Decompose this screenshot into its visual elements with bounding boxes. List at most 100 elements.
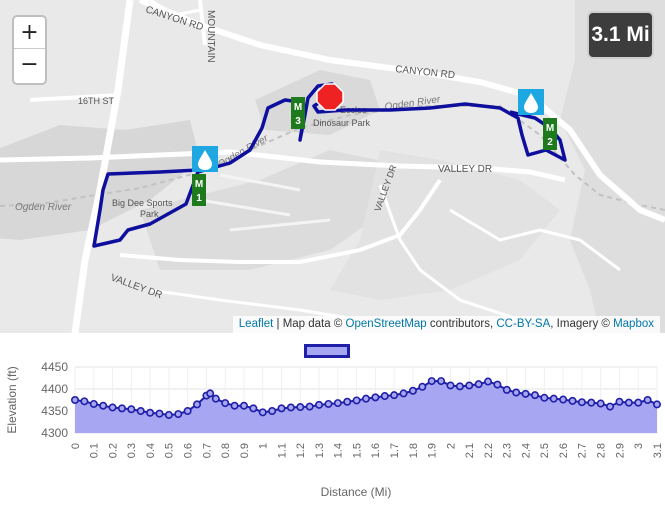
elevation-point <box>155 409 164 418</box>
elevation-point <box>146 408 155 417</box>
elevation-point <box>390 391 399 400</box>
legend-swatch[interactable] <box>304 344 350 358</box>
elevation-point <box>521 389 530 398</box>
basemap-tiles: CANYON RD MOUNTAIN CANYON RD Ogden River… <box>0 0 665 333</box>
x-tick-label: 2.8 <box>596 443 608 458</box>
elevation-area <box>75 381 657 433</box>
north-street <box>149 0 201 17</box>
valley-drive-road <box>0 149 566 183</box>
mapbox-link[interactable]: Mapbox <box>613 318 654 330</box>
elevation-point <box>577 398 586 407</box>
svg-text:M: M <box>546 123 554 134</box>
elevation-point <box>333 399 342 408</box>
cc-by-sa-link[interactable]: CC-BY-SA <box>496 318 551 330</box>
label-ogden-river-left: Ogden River <box>15 202 72 213</box>
elevation-point <box>446 381 455 390</box>
water-drop-icon[interactable] <box>192 146 218 172</box>
x-tick-label: 1.2 <box>295 443 307 458</box>
x-tick-label: 0.9 <box>239 443 251 458</box>
elevation-point <box>71 395 80 404</box>
x-tick-label: 0.5 <box>164 443 176 458</box>
map-view[interactable]: CANYON RD MOUNTAIN CANYON RD Ogden River… <box>0 0 665 333</box>
elevation-point <box>296 403 305 412</box>
elevation-chart-svg: 4300 4350 4400 4450 0 0.1 0.2 0.3 0.4 0.5 0.6 0.7 0.… <box>5 360 664 499</box>
x-tick-label: 0.2 <box>107 443 119 458</box>
x-tick-label: 2.5 <box>539 443 551 458</box>
x-tick-label: 0.6 <box>182 443 194 458</box>
valley-drive-south-road <box>119 178 442 264</box>
golf-fairways <box>199 173 331 232</box>
elevation-point <box>258 408 267 417</box>
y-tick-label: 4350 <box>41 404 68 418</box>
mile-marker-2[interactable]: M 2 <box>543 118 557 150</box>
elevation-point <box>587 398 596 407</box>
x-tick-label: 1 <box>258 443 270 449</box>
x-tick-label: 0.1 <box>89 443 101 458</box>
label-canyon-rd: CANYON RD <box>395 64 456 81</box>
zoom-out-button[interactable]: − <box>20 52 39 77</box>
elevation-point <box>493 380 502 389</box>
y-tick-label: 4450 <box>41 360 68 374</box>
x-tick-label: 1.7 <box>389 443 401 458</box>
elevation-point <box>127 405 136 414</box>
route-line[interactable] <box>92 82 567 248</box>
mile-marker-3[interactable]: M 3 <box>291 97 305 129</box>
label-big-dee-2: Park <box>140 209 159 219</box>
svg-text:2: 2 <box>547 137 553 148</box>
x-tick-label: 1.3 <box>314 443 326 458</box>
elevation-point <box>399 389 408 398</box>
residential-street-1 <box>378 184 521 322</box>
x-tick-label: 3 <box>633 443 645 449</box>
elevation-point <box>206 389 215 398</box>
elevation-point <box>164 410 173 419</box>
ogden-river <box>0 105 665 211</box>
svg-text:M: M <box>294 102 302 113</box>
x-tick-label: 0.4 <box>145 443 157 458</box>
elevation-chart: 4300 4350 4400 4450 0 0.1 0.2 0.3 0.4 0.5 0.6 0.7 0.… <box>0 333 665 505</box>
elevation-point <box>211 394 220 403</box>
label-valley-dr-west: VALLEY DR <box>109 272 164 301</box>
elevation-point <box>239 401 248 410</box>
elevation-point <box>268 407 277 416</box>
x-tick-label: 2.6 <box>558 443 570 458</box>
elevation-point <box>530 391 539 400</box>
x-tick-label: 0.8 <box>220 443 232 458</box>
elevation-point <box>408 386 417 395</box>
label-mountain: MOUNTAIN <box>205 10 216 63</box>
elevation-point <box>380 392 389 401</box>
residential-street-3 <box>149 288 361 322</box>
x-tick-label: 0.7 <box>201 443 213 458</box>
leaflet-link[interactable]: Leaflet <box>238 318 274 330</box>
elevation-point <box>286 403 295 412</box>
elevation-point <box>343 397 352 406</box>
elevation-point <box>540 393 549 402</box>
elevation-point <box>437 377 446 386</box>
water-drop-icon[interactable] <box>518 89 544 115</box>
elevation-point <box>484 377 493 386</box>
x-tick-label: 2.1 <box>464 443 476 458</box>
svg-text:3: 3 <box>295 116 301 127</box>
label-big-dee-1: Big Dee Sports <box>112 198 173 208</box>
x-tick-label: 1.1 <box>276 443 288 458</box>
elevation-point <box>634 398 643 407</box>
mountain-road <box>198 0 207 46</box>
elevation-point <box>174 410 183 419</box>
stop-sign-icon[interactable] <box>316 83 344 111</box>
x-tick-label: 1.4 <box>333 443 345 458</box>
mile-marker-1[interactable]: M 1 <box>192 174 206 206</box>
elevation-point <box>371 393 380 402</box>
openstreetmap-link[interactable]: OpenStreetMap <box>345 318 427 330</box>
elevation-point <box>117 404 126 413</box>
label-dinosaur-park: Dinosaur Park <box>313 118 371 128</box>
elevation-line <box>74 380 658 416</box>
elevation-point <box>277 404 286 413</box>
elevation-point <box>455 382 464 391</box>
elevation-point <box>549 394 558 403</box>
elevation-point <box>361 394 370 403</box>
elevation-point <box>474 380 483 389</box>
zoom-in-button[interactable]: + <box>14 17 45 49</box>
golf-course-area <box>140 150 400 270</box>
x-tick-label: 1.5 <box>351 443 363 458</box>
x-tick-label: 1.9 <box>427 443 439 458</box>
elevation-point <box>183 407 192 416</box>
